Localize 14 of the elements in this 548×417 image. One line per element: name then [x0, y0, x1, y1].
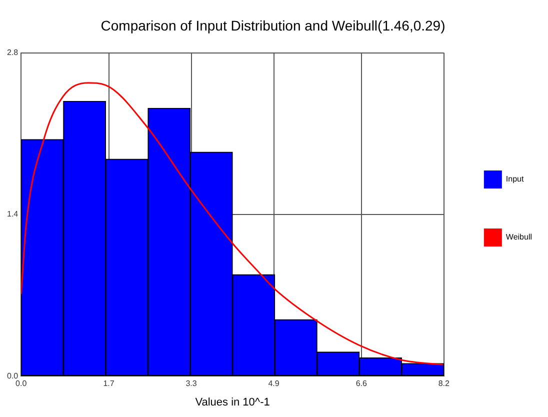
y-tick-label: 0.0 [6, 371, 19, 380]
chart-title: Comparison of Input Distribution and Weibull(1.46,0.29) [100, 17, 446, 34]
x-tick-label: 4.9 [268, 379, 280, 388]
x-tick-label: 8.2 [438, 379, 450, 388]
x-tick-label: 3.3 [186, 379, 198, 388]
x-tick-label: 6.6 [356, 379, 368, 388]
line-series [21, 82, 444, 366]
legend-label: Input [506, 174, 524, 184]
x-tick-label: 1.7 [103, 379, 115, 388]
legend-label: Weibull [506, 232, 532, 242]
y-tick-label: 1.4 [6, 210, 19, 219]
x-axis-title: Values in 10^-1 [195, 396, 270, 408]
y-tick-label: 2.8 [6, 48, 19, 58]
x-tick-label: 0.0 [16, 379, 28, 388]
